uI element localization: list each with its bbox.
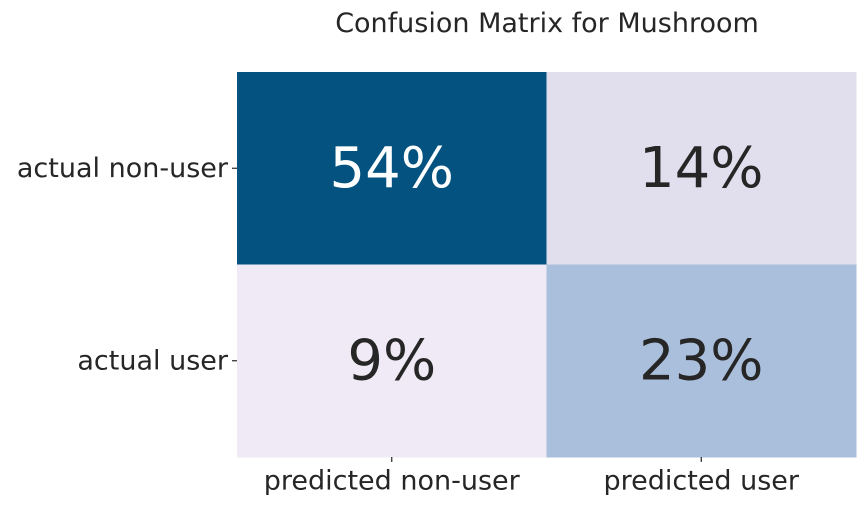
chart-title: Confusion Matrix for Mushroom: [335, 8, 759, 39]
column-axis: predicted non-user predicted user: [264, 457, 800, 497]
cell-value-label-r0-c0: 54%: [330, 136, 454, 201]
heatmap-cell-r0-c0: [237, 72, 547, 265]
heatmap-cells: 54% 14% 9% 23%: [237, 72, 857, 458]
row-label-0: actual non-user: [17, 153, 229, 184]
heatmap-cell-r0-c1: [546, 72, 857, 265]
cell-value-label-r1-c0: 9%: [347, 328, 436, 393]
column-label-0: predicted non-user: [264, 466, 521, 497]
heatmap-cell-r1-c1: [546, 264, 857, 458]
row-axis: actual non-user actual user: [17, 153, 237, 376]
cell-value-label-r0-c1: 14%: [639, 136, 763, 201]
cell-value-label-r1-c1: 23%: [639, 328, 763, 393]
heatmap-cell-r1-c0: [237, 264, 547, 458]
row-label-1: actual user: [77, 345, 229, 376]
column-label-1: predicted user: [603, 466, 799, 497]
